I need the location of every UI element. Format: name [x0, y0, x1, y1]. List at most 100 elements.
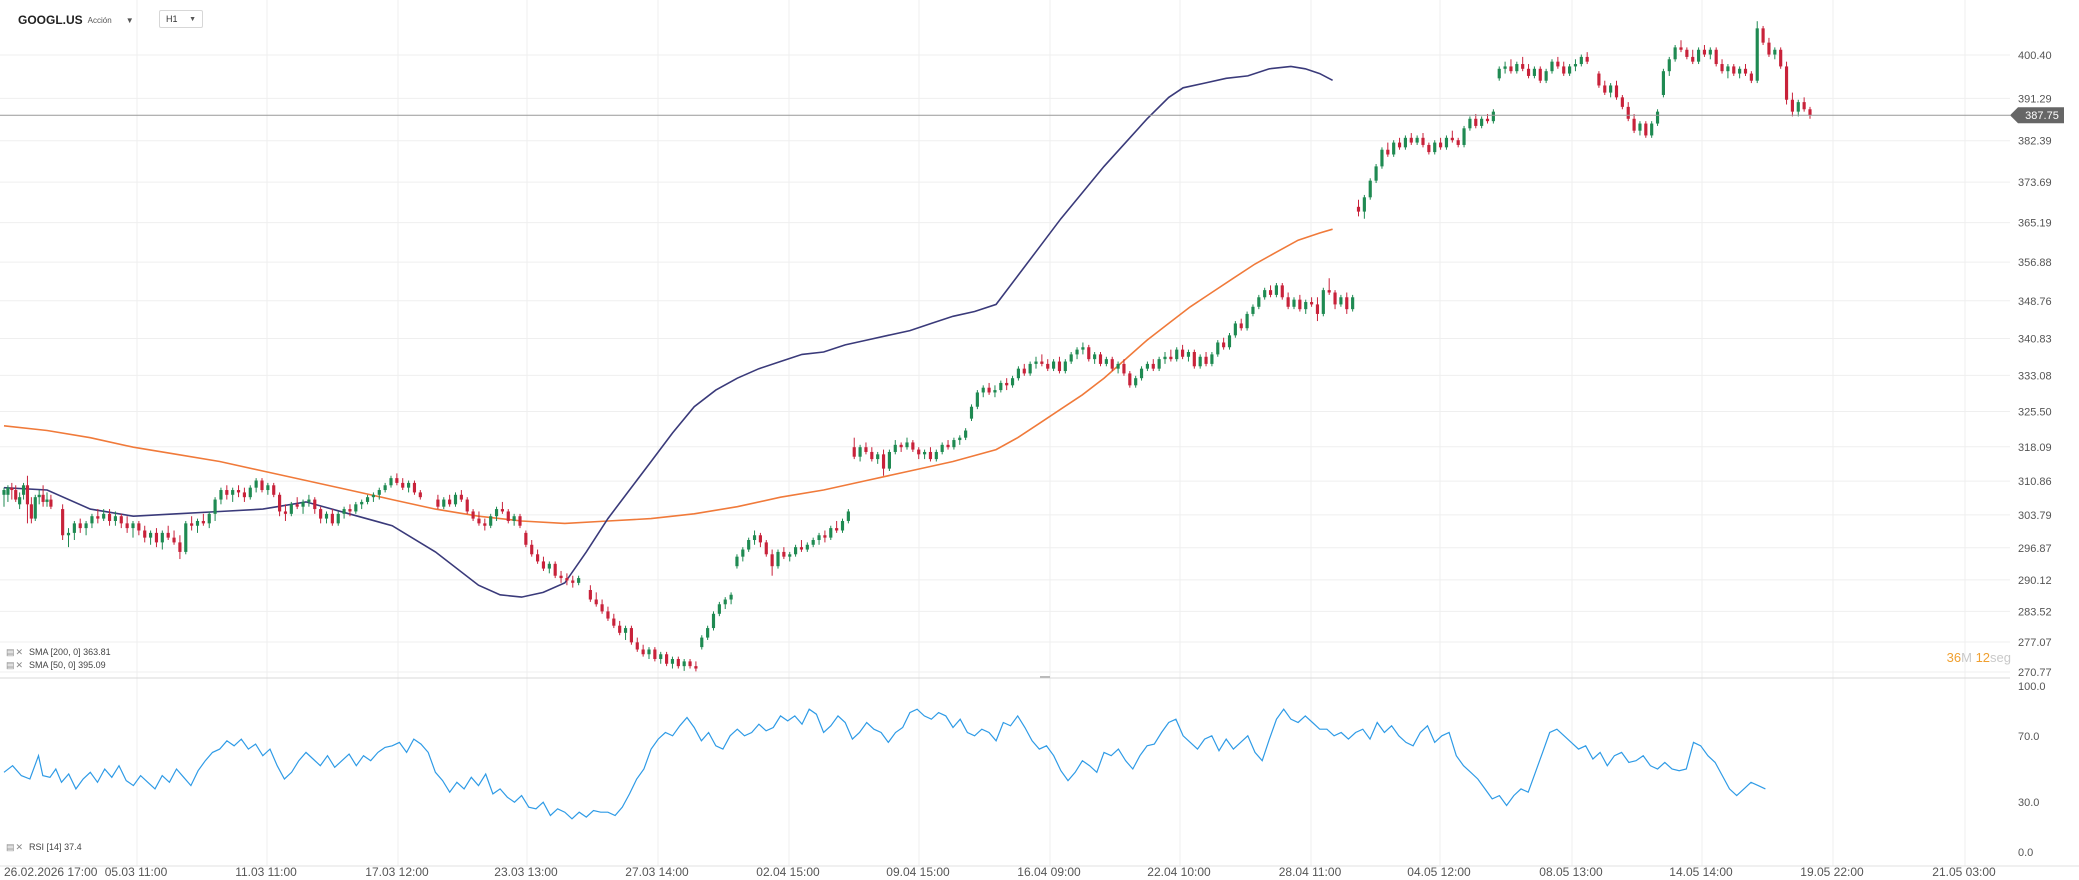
candle: [137, 520, 141, 536]
instrument-selector[interactable]: GOOGL.US Acción ▼: [18, 10, 134, 30]
candle: [946, 440, 950, 450]
candle-body: [1175, 349, 1179, 360]
candle: [700, 635, 704, 650]
candle-body: [1650, 123, 1654, 136]
candle: [459, 490, 463, 502]
candle-body: [741, 549, 745, 557]
candle-body: [1802, 102, 1806, 110]
legend-rsi[interactable]: ▤✕ RSI [14] 37.4: [6, 841, 82, 853]
candle-body: [577, 578, 581, 583]
candle-body: [125, 523, 129, 529]
candle-body: [770, 554, 774, 567]
indicator-settings-icon[interactable]: ▤✕: [6, 841, 25, 852]
candle-body: [190, 523, 194, 526]
candle-body: [805, 544, 809, 550]
candle: [29, 497, 33, 524]
candle: [377, 487, 381, 500]
candle: [1474, 114, 1478, 129]
candle: [1128, 371, 1132, 388]
candle-body: [835, 528, 839, 531]
candle: [987, 382, 991, 395]
rsi-line: [3, 708, 1766, 820]
candle-body: [1057, 361, 1062, 372]
candle-body: [752, 535, 757, 541]
candle: [1796, 99, 1800, 117]
candle: [195, 518, 200, 533]
candle: [483, 518, 487, 531]
candle: [1585, 52, 1589, 65]
candle-body: [1022, 368, 1026, 374]
candle: [811, 537, 815, 548]
candle: [629, 625, 633, 645]
candle-body: [1532, 68, 1536, 76]
candle: [453, 492, 458, 507]
candle: [717, 601, 721, 617]
candle-body: [1468, 118, 1472, 129]
candle: [735, 554, 739, 569]
candle: [876, 451, 880, 464]
candle-body: [782, 551, 786, 557]
candle: [612, 613, 616, 629]
candle-body: [940, 444, 944, 452]
timeframe-select[interactable]: H1 ▼: [159, 10, 203, 28]
candle: [1380, 147, 1384, 169]
candle: [1304, 299, 1308, 314]
candle: [336, 511, 340, 526]
candle: [1169, 349, 1173, 362]
candle: [711, 611, 716, 631]
candle-body: [1661, 71, 1665, 95]
candle: [752, 530, 757, 545]
candle: [823, 530, 827, 543]
candle-body: [313, 499, 317, 510]
candle: [1345, 292, 1349, 314]
candle-body: [1327, 290, 1331, 293]
candle-body: [1474, 118, 1478, 126]
legend-sma200[interactable]: ▤✕ SMA [200, 0] 363.81: [6, 646, 111, 658]
candle-body: [371, 494, 375, 498]
candle: [958, 435, 962, 445]
candle: [1573, 59, 1578, 72]
candle-body: [870, 451, 874, 460]
candle: [794, 544, 798, 557]
candle-body: [10, 487, 14, 491]
candle: [1204, 352, 1208, 367]
candle-body: [1046, 363, 1050, 369]
candle-body: [1098, 354, 1103, 364]
candle-body: [29, 504, 33, 519]
indicator-settings-icon[interactable]: ▤✕: [6, 659, 25, 670]
candle-body: [360, 501, 364, 505]
candle: [1245, 311, 1249, 331]
candle: [1620, 94, 1624, 110]
countdown-seconds: 12: [1975, 650, 1991, 665]
candle-body: [342, 509, 346, 514]
candle-body: [588, 589, 592, 600]
time-tick-label: 27.03 14:00: [625, 865, 689, 879]
candle-body: [1304, 302, 1308, 310]
candle: [524, 530, 528, 548]
candle: [25, 475, 30, 524]
candle-body: [653, 649, 657, 660]
candle: [1603, 80, 1607, 95]
chevron-down-icon[interactable]: ▼: [125, 15, 134, 25]
candle: [1087, 344, 1091, 362]
candle-body: [266, 485, 270, 491]
last-price-marker: [2010, 107, 2064, 124]
candle-body: [817, 535, 821, 541]
legend-sma50[interactable]: ▤✕ SMA [50, 0] 395.09: [6, 659, 106, 671]
candle-body: [41, 494, 45, 502]
candle-body: [1063, 361, 1067, 372]
candle: [172, 530, 176, 545]
symbol-label: GOOGL.US: [18, 13, 83, 27]
candle-body: [840, 520, 845, 531]
candle: [887, 449, 891, 471]
candle-body: [1104, 359, 1108, 364]
last-price-value: 387.75: [2025, 110, 2059, 122]
candle-body: [629, 628, 633, 643]
candle-body: [278, 494, 282, 512]
candle-body: [1005, 382, 1009, 386]
candle-body: [1462, 128, 1466, 145]
candle: [1521, 56, 1525, 72]
candle: [1351, 294, 1355, 312]
indicator-settings-icon[interactable]: ▤✕: [6, 646, 25, 657]
